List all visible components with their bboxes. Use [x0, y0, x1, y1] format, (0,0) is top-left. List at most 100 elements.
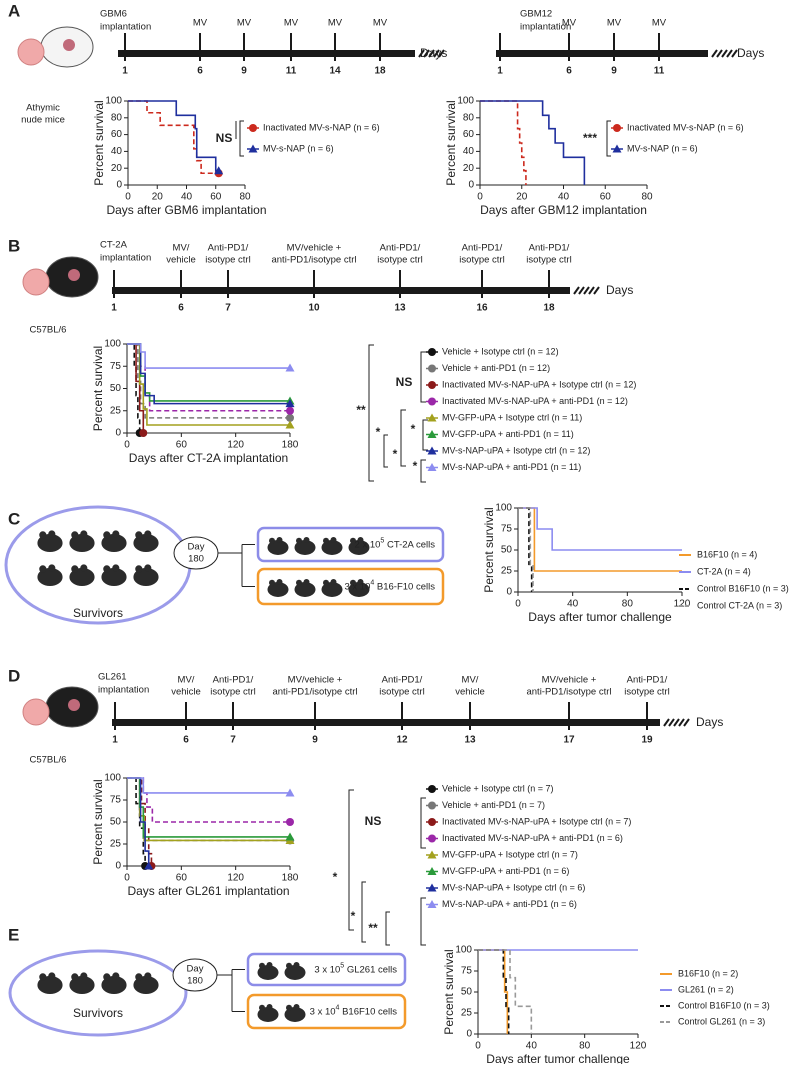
challenge-text: 3 x 104 B16-F10 cells: [344, 580, 435, 592]
mouse-icon: [37, 568, 63, 586]
survivors-label: Survivors: [73, 1006, 123, 1020]
timeline-event: MV: [562, 18, 577, 29]
x-axis-label: Days after tumor challenge: [528, 610, 672, 624]
survival-curve: [480, 100, 586, 185]
timeline-event: isotype ctrl: [624, 687, 669, 698]
legend-label: MV-GFP-uPA + Isotype ctrl (n = 7): [442, 849, 578, 859]
mouse-ear: [296, 579, 302, 586]
mouse-ear: [48, 530, 56, 538]
hatch: [726, 49, 733, 58]
timeline-day: 1: [112, 735, 118, 746]
marker: [285, 363, 295, 372]
survival-curve: [128, 100, 219, 175]
mouse-ear: [350, 537, 356, 544]
timeline-event: MV: [193, 18, 208, 29]
y-tick-label: 50: [110, 817, 122, 828]
survival-curve: [478, 949, 509, 1034]
timeline-event: isotype ctrl: [379, 687, 424, 698]
y-tick-label: 0: [506, 587, 512, 598]
brackets: [235, 120, 611, 946]
mouse-icon: [101, 976, 127, 994]
mouse-icon: [37, 534, 63, 552]
y-tick-label: 100: [104, 773, 121, 784]
legend-marker: [249, 124, 257, 132]
timeline-bar: [112, 719, 660, 726]
x-tick-label: 120: [674, 599, 691, 610]
timeline-event: MV/vehicle +: [288, 675, 343, 686]
marker: [285, 420, 295, 429]
challenge-text-part: 5: [340, 963, 344, 970]
legend-label: Vehicle + Isotype ctrl (n = 12): [442, 346, 559, 356]
legend-marker: [427, 446, 437, 455]
legend-marker: [428, 801, 436, 810]
mouse-icon: [101, 568, 127, 586]
y-tick-label: 60: [111, 129, 123, 140]
mouse-icon: [321, 582, 343, 597]
mouse-ear: [286, 1004, 292, 1011]
y-tick-label: 100: [105, 96, 122, 107]
legend-marker: [427, 850, 437, 859]
x-tick-label: 80: [239, 192, 251, 203]
arrow: [218, 544, 255, 587]
mouse-ear: [48, 564, 56, 572]
tumor: [68, 699, 80, 711]
survival-curve: [518, 507, 533, 592]
legend-label: Control B16F10 (n = 3): [697, 583, 789, 593]
legend-label: MV-s-NAP (n = 6): [627, 143, 698, 153]
mouse-ear: [303, 537, 310, 543]
x-tick-label: 120: [630, 1041, 647, 1052]
y-axis-label: Percent survival: [482, 507, 496, 592]
survival-curve: [128, 100, 219, 172]
y-tick-label: 50: [110, 383, 122, 394]
mouse-ear: [330, 537, 337, 543]
survival-curve: [127, 343, 290, 419]
timeline-day: 6: [183, 735, 189, 746]
challenge-text-part: B16-F10 cells: [374, 581, 435, 592]
y-tick-label: 50: [461, 987, 473, 998]
x-tick-label: 40: [181, 192, 193, 203]
survival-curve: [127, 777, 290, 823]
timeline-event: anti-PD1/isotype ctrl: [526, 687, 611, 698]
survivors-label: Survivors: [73, 606, 123, 620]
legend-label: MV-s-NAP-uPA + anti-PD1 (n = 11): [442, 462, 581, 472]
mouse-ear: [112, 972, 120, 980]
timeline-day: 9: [312, 735, 318, 746]
significance: *: [333, 870, 338, 884]
y-axis-label: Percent survival: [442, 949, 456, 1034]
panel-label: C: [8, 509, 20, 528]
legend-label: Control GL261 (n = 3): [678, 1016, 765, 1026]
timeline-event: MV: [284, 18, 299, 29]
y-tick-label: 25: [461, 1008, 473, 1019]
survival-curve: [127, 343, 290, 426]
legend-marker: [428, 397, 436, 406]
challenge-text-part: 3 x 10: [344, 581, 370, 592]
mouse-ear: [135, 565, 143, 573]
survival-curve: [127, 343, 141, 433]
legend-label: MV-GFP-uPA + Isotype ctrl (n = 11): [442, 412, 582, 422]
legend-marker: [612, 144, 622, 153]
y-tick-label: 0: [116, 180, 122, 191]
significance: ***: [583, 131, 597, 145]
mouse-ear: [103, 973, 111, 981]
panel-label: B: [8, 236, 20, 255]
survival-curve: [127, 777, 290, 794]
significance: NS: [365, 814, 382, 828]
x-tick-label: 0: [124, 873, 130, 884]
y-tick-label: 80: [463, 112, 475, 123]
mouse-ear: [39, 973, 47, 981]
survival-curve: [127, 777, 290, 842]
survival-curve: [480, 100, 527, 185]
hatch: [731, 49, 738, 58]
tumor: [63, 39, 75, 51]
arrow: [217, 969, 245, 1012]
timeline-event: Anti-PD1/: [382, 675, 423, 686]
timeline-day: 1: [111, 303, 117, 314]
mouse-ear: [103, 531, 111, 539]
mouse-ear: [71, 531, 79, 539]
y-tick-label: 75: [461, 966, 473, 977]
marker: [214, 166, 224, 175]
legend-marker: [613, 124, 621, 132]
x-tick-label: 20: [152, 192, 164, 203]
hatch: [578, 286, 585, 295]
